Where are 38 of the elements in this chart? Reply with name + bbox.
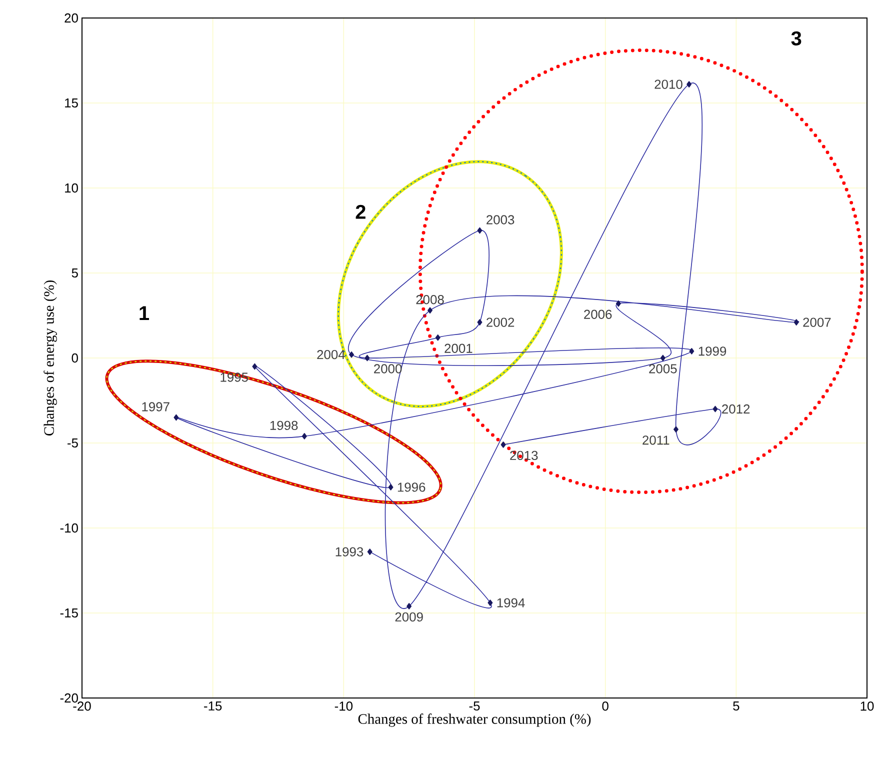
x-tick-label: -15 <box>204 702 222 711</box>
annotation: 2009 <box>395 612 423 622</box>
annotation: 2001 <box>444 344 472 353</box>
annotation: 2 <box>356 204 366 219</box>
x-tick-label: 0 <box>602 702 608 711</box>
x-tick-label: 5 <box>733 702 740 711</box>
annotation: 1997 <box>142 402 170 412</box>
annotation: 2013 <box>510 450 538 460</box>
annotation: 2003 <box>486 215 514 224</box>
annotation: 2010 <box>654 80 682 89</box>
x-tick-label: 10 <box>860 702 874 711</box>
annotation: 2007 <box>803 318 831 327</box>
y-tick-label: 20 <box>64 13 78 23</box>
annotation: 2012 <box>722 404 750 414</box>
annotation: 1994 <box>497 598 525 608</box>
y-tick-label: 0 <box>72 353 78 363</box>
x-tick-label: -5 <box>469 702 480 711</box>
y-tick-label: 5 <box>72 268 78 278</box>
annotation: 1993 <box>336 547 364 556</box>
y-tick-label: 15 <box>65 98 78 108</box>
x-axis-title: Changes of freshwater consumption (%) <box>358 714 591 727</box>
y-tick-label: -20 <box>60 693 78 703</box>
y-tick-label: 10 <box>65 183 78 193</box>
annotation: 2006 <box>584 310 612 319</box>
annotation: 1999 <box>698 346 726 356</box>
annotation: 2005 <box>649 364 677 374</box>
annotation: 1996 <box>398 482 426 492</box>
annotation: 1 <box>140 306 149 320</box>
annotation: 1998 <box>270 420 298 430</box>
y-axis-title: Changes of energy use (%) <box>44 280 57 436</box>
x-tick-label: -10 <box>334 702 353 711</box>
y-tick-label: -15 <box>60 608 78 618</box>
annotation: 2008 <box>416 295 444 304</box>
annotation: 2011 <box>642 436 670 445</box>
annotation: 3 <box>791 31 802 46</box>
y-tick-label: -10 <box>60 523 78 533</box>
y-tick-label: -5 <box>68 438 78 448</box>
annotation: 2002 <box>486 318 514 327</box>
